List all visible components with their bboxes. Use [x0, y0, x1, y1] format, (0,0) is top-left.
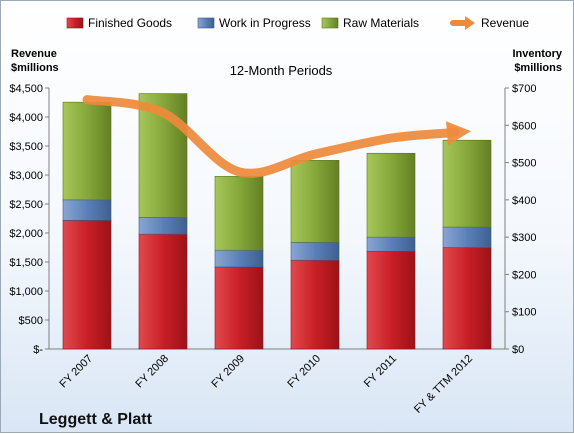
right-tick-label: $500: [512, 158, 536, 170]
x-tick-label: FY 2010: [285, 353, 323, 391]
x-tick-label: FY 2011: [362, 353, 399, 390]
left-tick-label: $1,500: [9, 257, 43, 269]
left-tick-label: $3,000: [9, 170, 43, 182]
left-tick-label: $-: [33, 344, 43, 356]
bar-work-in-progress: [63, 200, 111, 221]
right-tick-label: $300: [512, 232, 536, 244]
legend: Finished Goods Work in Progress Raw Mate…: [67, 16, 529, 30]
bar-work-in-progress: [367, 237, 415, 251]
bar-work-in-progress: [291, 242, 339, 260]
left-tick-label: $1,000: [9, 286, 43, 298]
left-axis-title-line2: $millions: [11, 62, 59, 74]
chart-title: 12-Month Periods: [230, 63, 333, 78]
right-tick-label: $0: [512, 344, 524, 356]
x-tick-label: FY 2009: [209, 353, 247, 391]
bar-raw-materials: [63, 102, 111, 200]
right-tick-label: $200: [512, 269, 536, 281]
bar-raw-materials: [443, 140, 491, 227]
right-tick-label: $700: [512, 83, 536, 95]
x-tick-label: FY & TTM 2012: [412, 353, 475, 416]
legend-label-finished-goods: Finished Goods: [88, 16, 172, 30]
bar-finished-goods: [139, 234, 187, 349]
bar-raw-materials: [367, 153, 415, 237]
left-tick-label: $500: [19, 315, 43, 327]
bar-work-in-progress: [215, 250, 263, 267]
bar-raw-materials: [215, 176, 263, 250]
company-name: Leggett & Platt: [39, 411, 153, 428]
bar-finished-goods: [443, 248, 491, 349]
legend-swatch-raw-materials: [322, 18, 338, 28]
legend-swatch-work-in-progress: [198, 18, 214, 28]
bar-raw-materials: [291, 160, 339, 242]
bar-work-in-progress: [139, 217, 187, 234]
x-axis-labels: FY 2007 FY 2008 FY 2009 FY 2010 FY 2011 FY & …: [57, 353, 475, 416]
right-tick-label: $600: [512, 120, 536, 132]
left-tick-label: $3,500: [9, 141, 43, 153]
x-tick-label: FY 2007: [57, 353, 95, 391]
legend-swatch-revenue-arrowhead: [465, 16, 475, 30]
legend-label-raw-materials: Raw Materials: [343, 16, 419, 30]
left-tick-label: $4,500: [9, 83, 43, 95]
legend-swatch-finished-goods: [67, 18, 83, 28]
right-axis-ticks: $0 $100 $200 $300 $400 $500 $600 $700: [505, 83, 536, 356]
left-tick-label: $2,000: [9, 228, 43, 240]
right-tick-label: $100: [512, 307, 536, 319]
left-axis-title-line1: Revenue: [11, 48, 57, 60]
bar-finished-goods: [63, 220, 111, 349]
left-axis-ticks: $- $500 $1,000 $1,500 $2,000 $2,500 $3,000 $3,5…: [9, 83, 49, 356]
legend-label-revenue: Revenue: [481, 16, 529, 30]
bar-finished-goods: [215, 267, 263, 349]
x-tick-label: FY 2008: [133, 353, 171, 391]
left-tick-label: $4,000: [9, 112, 43, 124]
left-tick-label: $2,500: [9, 199, 43, 211]
right-axis-title-line2: $millions: [514, 62, 562, 74]
bar-work-in-progress: [443, 227, 491, 248]
legend-label-work-in-progress: Work in Progress: [219, 16, 311, 30]
bar-finished-goods: [291, 260, 339, 349]
bar-finished-goods: [367, 251, 415, 349]
right-tick-label: $400: [512, 195, 536, 207]
right-axis-title-line1: Inventory: [512, 48, 562, 60]
